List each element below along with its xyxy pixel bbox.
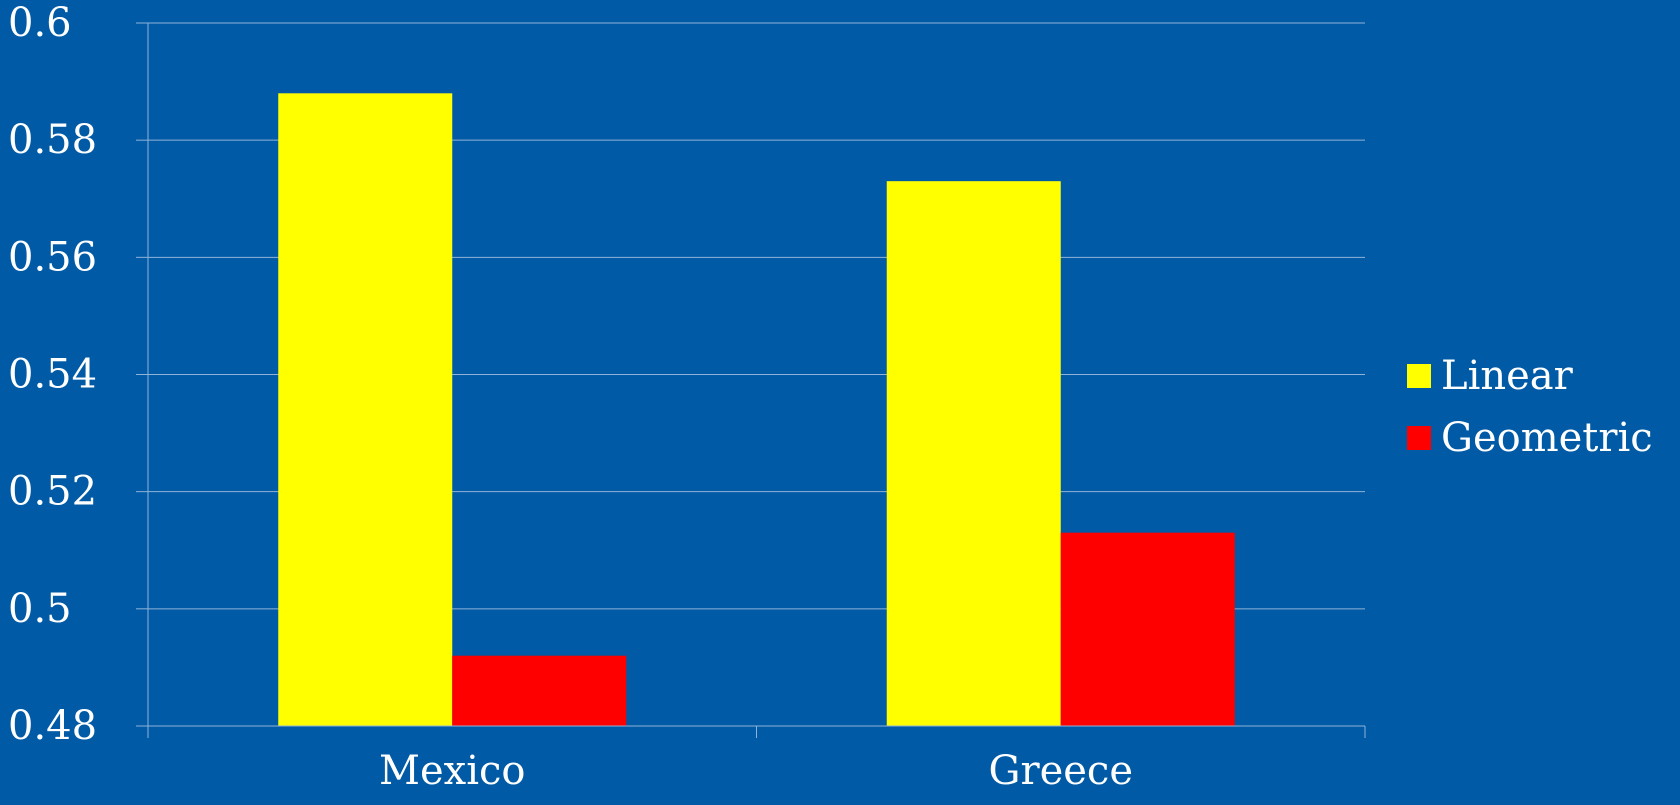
legend-label: Linear [1441,353,1574,399]
bar-geometric-greece [1060,532,1235,726]
bar-linear-mexico [278,93,453,727]
y-tick-label: 0.6 [8,0,72,46]
y-tick-label: 0.5 [8,586,72,632]
x-category-label: Mexico [379,748,525,794]
bars [278,93,1235,727]
y-tick-label: 0.48 [8,703,97,749]
legend-swatch-linear [1407,364,1431,388]
y-tick-label: 0.52 [8,469,97,515]
legend-label: Geometric [1441,415,1653,461]
y-tick-label: 0.56 [8,234,97,280]
axes: 0.48 0.5 0.52 0.54 0.56 0.58 0.6 Mexico Greece [8,0,1366,794]
x-category-label: Greece [989,748,1134,794]
legend-swatch-geometric [1407,426,1431,450]
y-tick-label: 0.58 [8,117,97,163]
bar-linear-greece [886,181,1061,727]
y-tick-label: 0.54 [8,352,97,398]
legend: Linear Geometric [1407,353,1653,461]
bar-geometric-mexico [452,655,627,726]
